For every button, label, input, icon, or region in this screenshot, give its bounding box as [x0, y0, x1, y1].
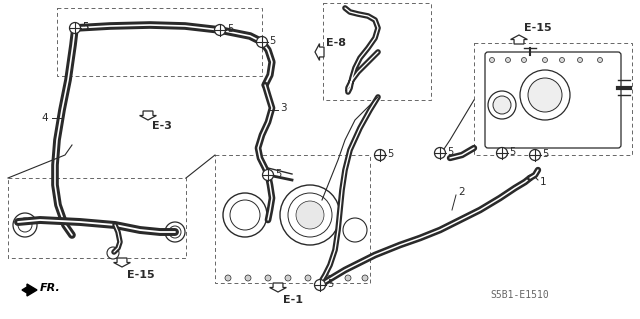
Text: E-15: E-15: [127, 270, 155, 280]
Circle shape: [577, 57, 582, 63]
Circle shape: [598, 57, 602, 63]
Text: 2: 2: [458, 187, 465, 197]
Text: E-3: E-3: [152, 121, 172, 131]
Circle shape: [435, 147, 445, 159]
Circle shape: [325, 275, 331, 281]
Circle shape: [223, 193, 267, 237]
Bar: [57, 8, 262, 76]
Circle shape: [230, 200, 260, 230]
Circle shape: [296, 201, 324, 229]
Circle shape: [165, 222, 185, 242]
Bar: [323, 3, 431, 100]
Bar: [474, 43, 632, 155]
Circle shape: [265, 275, 271, 281]
Circle shape: [305, 275, 311, 281]
Bar: [215, 155, 370, 283]
Circle shape: [288, 193, 332, 237]
Circle shape: [314, 279, 326, 291]
Circle shape: [13, 213, 37, 237]
Circle shape: [169, 226, 181, 238]
Circle shape: [543, 57, 547, 63]
Text: 5: 5: [387, 149, 393, 159]
Circle shape: [345, 275, 351, 281]
Polygon shape: [269, 283, 287, 292]
Circle shape: [70, 23, 81, 33]
Circle shape: [18, 218, 32, 232]
Circle shape: [245, 275, 251, 281]
Circle shape: [214, 25, 225, 35]
Polygon shape: [511, 35, 527, 44]
Text: 3: 3: [280, 103, 287, 113]
Text: 4: 4: [42, 113, 48, 123]
FancyBboxPatch shape: [485, 52, 621, 148]
Circle shape: [362, 275, 368, 281]
Circle shape: [529, 150, 541, 160]
Text: 5: 5: [275, 169, 281, 179]
Circle shape: [107, 247, 119, 259]
Text: 1: 1: [540, 177, 547, 187]
Text: E-15: E-15: [524, 23, 552, 33]
Circle shape: [257, 36, 268, 48]
Circle shape: [497, 147, 508, 159]
Text: 5: 5: [269, 36, 275, 46]
Bar: [8, 178, 186, 258]
Text: E-1: E-1: [283, 295, 303, 305]
Circle shape: [522, 57, 527, 63]
Circle shape: [262, 169, 273, 181]
Text: 5: 5: [227, 24, 233, 34]
Text: 5: 5: [542, 149, 548, 159]
Polygon shape: [113, 258, 131, 267]
Polygon shape: [315, 44, 324, 60]
Circle shape: [285, 275, 291, 281]
Circle shape: [225, 275, 231, 281]
Polygon shape: [140, 111, 156, 120]
Text: FR.: FR.: [40, 283, 61, 293]
Circle shape: [520, 70, 570, 120]
Text: E-8: E-8: [326, 38, 346, 48]
Circle shape: [280, 185, 340, 245]
Circle shape: [559, 57, 564, 63]
Circle shape: [374, 150, 385, 160]
Text: 5: 5: [327, 279, 333, 289]
Text: S5B1-E1510: S5B1-E1510: [490, 290, 548, 300]
Circle shape: [528, 78, 562, 112]
Text: 5: 5: [82, 22, 88, 32]
Circle shape: [493, 96, 511, 114]
Circle shape: [488, 91, 516, 119]
Text: 5: 5: [447, 147, 453, 157]
Circle shape: [506, 57, 511, 63]
Text: 5: 5: [509, 147, 515, 157]
Circle shape: [343, 218, 367, 242]
Text: 5: 5: [82, 22, 88, 32]
Circle shape: [490, 57, 495, 63]
Polygon shape: [22, 284, 37, 296]
